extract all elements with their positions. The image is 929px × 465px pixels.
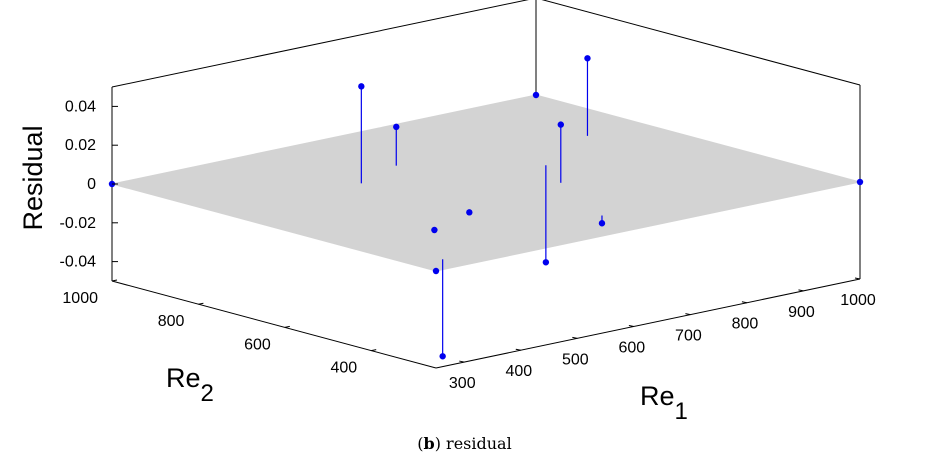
data-point [393,123,400,131]
axes-box-back [111,0,861,369]
x-tick-mark [798,289,804,292]
stems-group [108,55,864,360]
x-tick-label: 800 [732,316,759,333]
y-tick-label: 800 [158,313,185,330]
z-tick-label: -0.02 [60,215,97,232]
x-axis-label: Re1 [640,381,688,425]
y-tick-mark [284,325,290,328]
data-point [856,178,864,186]
ticks-group: -0.04 -0.02 0 0.02 0.04 300 400 500 600 700 800 900… [60,98,876,392]
data-point [584,55,591,62]
z-tick-label: -0.04 [60,254,97,271]
x-tick-label: 600 [619,339,646,356]
y-axis-label-subscript: 2 [201,380,214,407]
x-tick-mark [685,313,691,316]
box-edge [541,0,861,86]
data-point [557,121,564,128]
x-tick-label: 400 [505,363,532,380]
z-tick-label: 0.02 [65,137,96,154]
data-point [598,220,606,227]
box-edge [111,280,437,369]
y-tick-label: 600 [244,336,271,353]
x-axis-label-subscript: 1 [675,398,688,425]
x-tick-mark [459,360,465,363]
caption-label: b [423,434,435,453]
data-point [358,83,365,90]
z-axis-label: Residual [18,125,48,230]
x-tick-mark [515,348,521,351]
zero-plane [111,94,861,272]
x-tick-label: 500 [562,351,589,368]
y-tick-label: 1000 [62,290,98,307]
x-tick-label: 700 [675,328,702,345]
x-tick-mark [572,336,578,339]
y-tick-mark [371,349,377,352]
box-edge [435,278,861,369]
x-tick-mark [854,277,861,280]
data-point [439,353,446,360]
data-point [431,226,438,234]
data-point [432,267,440,275]
x-tick-label: 300 [449,375,476,392]
caption-text: residual [440,434,512,453]
data-point [542,259,550,266]
z-tick-label: 0.04 [65,98,96,115]
y-tick-mark [111,279,118,282]
box-edge [111,0,529,88]
y-axis-label: Re2 [166,363,214,407]
x-tick-mark [741,301,748,304]
figure-caption: (b) residual [417,434,512,453]
residual-3d-plot: -0.04 -0.02 0 0.02 0.04 300 400 500 600 700 800 900… [18,0,876,425]
z-tick-label: 0 [87,176,96,193]
y-tick-label: 400 [330,360,357,377]
x-tick-label: 900 [788,304,815,321]
x-tick-mark [628,324,634,327]
y-tick-mark [198,302,204,305]
x-tick-label: 1000 [840,292,876,309]
data-point [466,209,473,216]
data-point [532,91,540,99]
